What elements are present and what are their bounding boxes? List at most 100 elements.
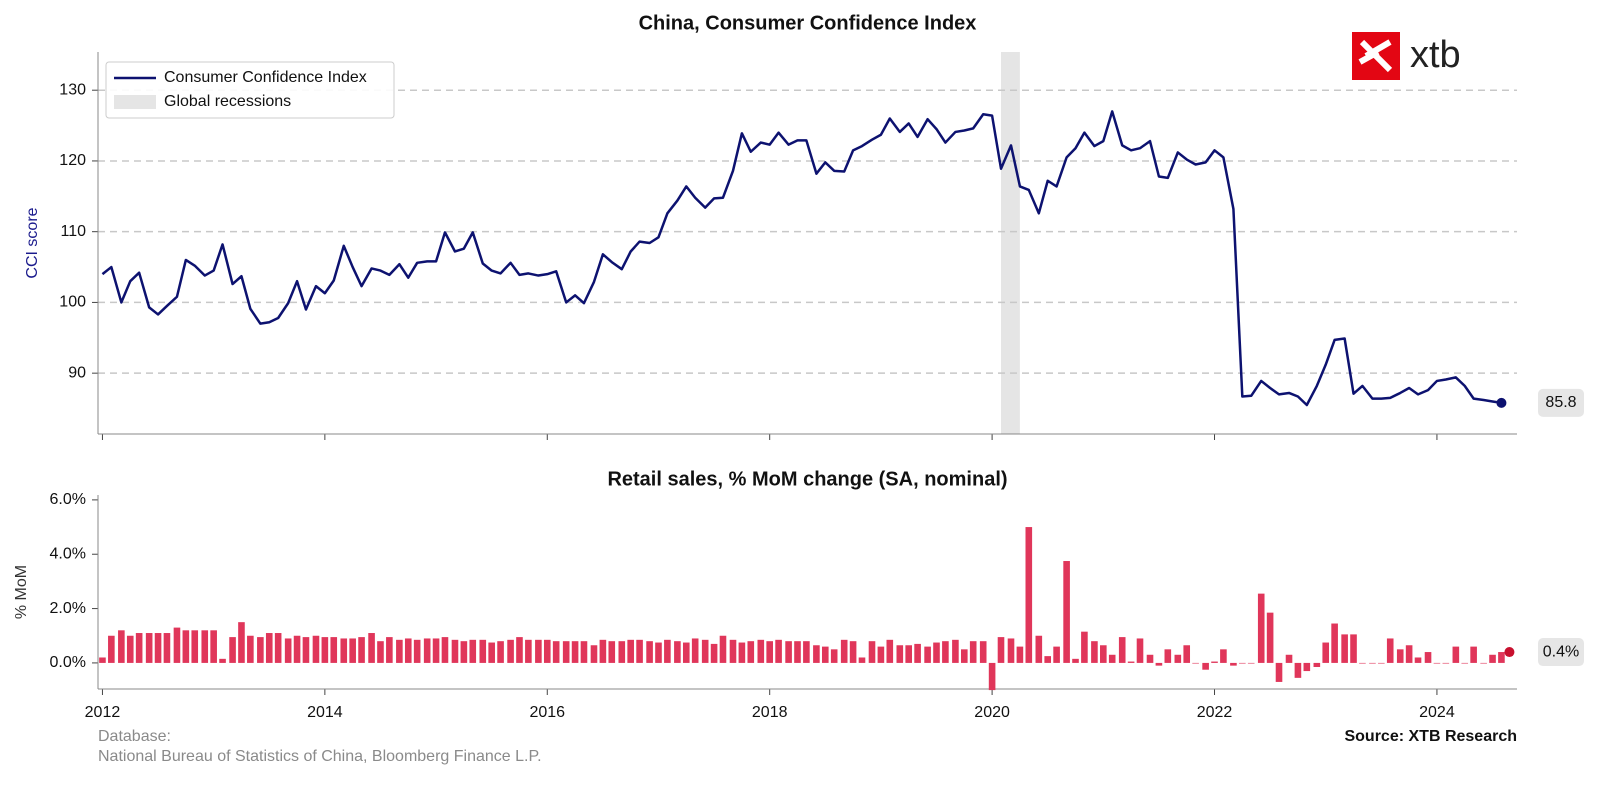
bar [135, 633, 143, 663]
y-tick-label: 0.0% [50, 654, 86, 671]
bar [747, 641, 755, 663]
bar [562, 641, 570, 663]
bar [1285, 654, 1293, 663]
x-tick-label: 2024 [1419, 704, 1455, 721]
bar [1424, 652, 1432, 663]
bar [988, 662, 996, 691]
bar [423, 638, 431, 663]
bar [1480, 662, 1487, 664]
bar [238, 622, 245, 663]
bar [219, 658, 226, 663]
bar [1442, 662, 1450, 664]
end-label-box [1538, 638, 1584, 667]
bar [293, 635, 301, 663]
y-tick-label: 4.0% [50, 545, 86, 562]
bar [1127, 661, 1135, 663]
bar [674, 641, 681, 663]
y-tick-label: 110 [60, 223, 86, 240]
bar [785, 641, 792, 663]
logo-icon [1358, 39, 1393, 73]
bar [349, 638, 356, 663]
legend-label: Global recessions [164, 93, 291, 110]
bar [1378, 662, 1385, 664]
bar [386, 637, 393, 663]
end-dot [1504, 647, 1515, 658]
bar [284, 638, 292, 663]
bar [126, 635, 134, 663]
bar [682, 642, 690, 663]
bar [924, 646, 931, 663]
bar [794, 641, 801, 663]
bar [1007, 638, 1015, 663]
cci-line [101, 110, 1502, 407]
x-tick-label: 2014 [307, 704, 343, 721]
y-axis-label: % MoM [13, 565, 30, 619]
bar [274, 633, 282, 663]
chart-title: Retail sales, % MoM change (SA, nominal) [607, 468, 1007, 490]
bar [1322, 642, 1330, 663]
bar [265, 633, 273, 663]
bar [377, 641, 384, 663]
bar [525, 639, 532, 663]
bar [1100, 645, 1107, 663]
bar [877, 646, 885, 663]
bar [1396, 649, 1404, 663]
bar [1331, 623, 1338, 663]
bar [118, 630, 125, 663]
bar [1202, 662, 1209, 670]
bar [358, 637, 365, 663]
bar [896, 645, 904, 663]
bar [1461, 662, 1469, 664]
bar [469, 639, 477, 663]
bar [1313, 662, 1321, 667]
bar [321, 637, 329, 663]
bar [1044, 656, 1052, 663]
bar [507, 639, 514, 663]
bar [646, 641, 653, 663]
bar [1164, 649, 1172, 663]
footer-sources: National Bureau of Statistics of China, … [98, 748, 542, 765]
bar [571, 641, 579, 663]
bar [210, 630, 217, 663]
bar [479, 639, 487, 663]
bar [599, 639, 607, 663]
bar [664, 639, 671, 663]
bar [1405, 645, 1413, 663]
bar [868, 641, 876, 663]
bar [933, 642, 940, 663]
bar [1452, 646, 1460, 663]
bar [969, 641, 977, 663]
bar [914, 643, 921, 663]
bar [961, 649, 968, 663]
bar [1386, 638, 1394, 663]
bar [1081, 631, 1088, 663]
bar [99, 657, 106, 663]
bar [312, 635, 320, 663]
bar [997, 637, 1005, 663]
x-tick-label: 2022 [1197, 704, 1233, 721]
bar [488, 642, 495, 663]
bar [719, 635, 727, 663]
logo-text: xtb [1410, 34, 1461, 76]
bar [330, 637, 338, 663]
bar [1136, 638, 1144, 663]
bar [942, 641, 949, 663]
bar [1174, 654, 1182, 663]
bar [710, 643, 718, 663]
bar [821, 646, 829, 663]
bar [441, 637, 449, 663]
bar [1155, 662, 1163, 666]
bar [830, 649, 838, 663]
bar [905, 645, 912, 663]
legend-label: Consumer Confidence Index [164, 69, 367, 86]
bar [1350, 634, 1357, 663]
bar [691, 638, 699, 663]
bar [1025, 527, 1033, 663]
bar [535, 639, 542, 663]
bar [952, 639, 959, 663]
bar [608, 641, 616, 663]
end-dot [1496, 397, 1507, 408]
x-tick-label: 2020 [974, 704, 1010, 721]
